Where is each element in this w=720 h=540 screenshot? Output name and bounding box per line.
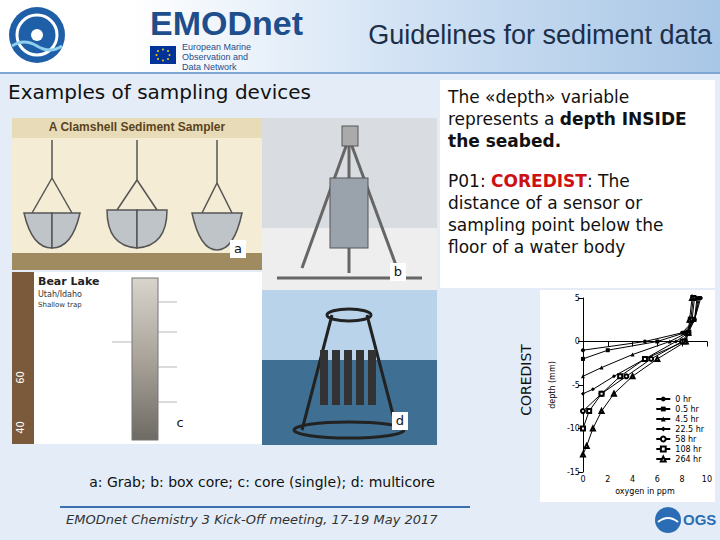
svg-text:264 hr: 264 hr (675, 455, 702, 464)
svg-text:0: 0 (580, 475, 585, 484)
svg-text:oxygen in ppm: oxygen in ppm (615, 487, 675, 496)
html-text:The «depth» variable represent: The «depth» variable represents a depth … (448, 87, 687, 151)
svg-text:8: 8 (680, 475, 685, 484)
svg-text:-5: -5 (572, 381, 580, 390)
svg-text:0: 0 (575, 337, 580, 346)
html-text:Shallow trap: Shallow trap (38, 301, 82, 309)
svg-text:22.5 hr: 22.5 hr (675, 425, 704, 434)
svg-text:108 hr: 108 hr (675, 445, 702, 454)
html-text:40: 40 (14, 421, 26, 434)
svg-text:5: 5 (575, 294, 580, 303)
svg-text:2: 2 (605, 475, 610, 484)
html-text:d: d (395, 413, 405, 428)
html-text:b: b (393, 264, 403, 279)
svg-text:0 hr: 0 hr (675, 395, 692, 404)
svg-text:-15: -15 (567, 468, 580, 477)
html-text:60: 60 (14, 371, 26, 384)
html-text:P01: COREDIST: The distance of: P01: COREDIST: The distance of a sensor … (448, 171, 664, 257)
svg-text:0.5 hr: 0.5 hr (675, 405, 699, 414)
html-text:A Clamshell Sediment Sampler: A Clamshell Sediment Sampler (48, 120, 226, 134)
html-text:OGS: OGS (683, 511, 717, 528)
html-text:a: Grab; b: box core; c: core: a: Grab; b: box core; c: core (single); … (89, 474, 435, 490)
html-text:EMODnet: EMODnet (150, 4, 303, 42)
svg-text:4: 4 (630, 475, 635, 484)
html-text:COREDIST: COREDIST (518, 344, 534, 416)
html-text:Guidelines for sediment data: Guidelines for sediment data (368, 20, 712, 50)
html-text:Data Network: Data Network (182, 62, 237, 72)
html-text:c: c (176, 415, 184, 430)
html-text:European Marine: European Marine (182, 42, 251, 52)
html-text:Examples of sampling devices: Examples of sampling devices (8, 80, 311, 104)
html-text:Utah/Idaho: Utah/Idaho (38, 290, 82, 299)
html-text:Observation and: Observation and (182, 52, 248, 62)
svg-text:-10: -10 (567, 424, 580, 433)
html-text:EMODnet Chemistry 3 Kick-Off m: EMODnet Chemistry 3 Kick-Off meeting, 17… (66, 512, 438, 527)
svg-text:4.5 hr: 4.5 hr (675, 415, 699, 424)
html-text:a: a (234, 241, 242, 256)
svg-text:58 hr: 58 hr (675, 435, 697, 444)
html-text:Bear Lake: Bear Lake (38, 275, 100, 288)
svg-text:10: 10 (702, 475, 712, 484)
svg-text:depth (mm): depth (mm) (548, 361, 557, 409)
svg-text:6: 6 (655, 475, 660, 484)
